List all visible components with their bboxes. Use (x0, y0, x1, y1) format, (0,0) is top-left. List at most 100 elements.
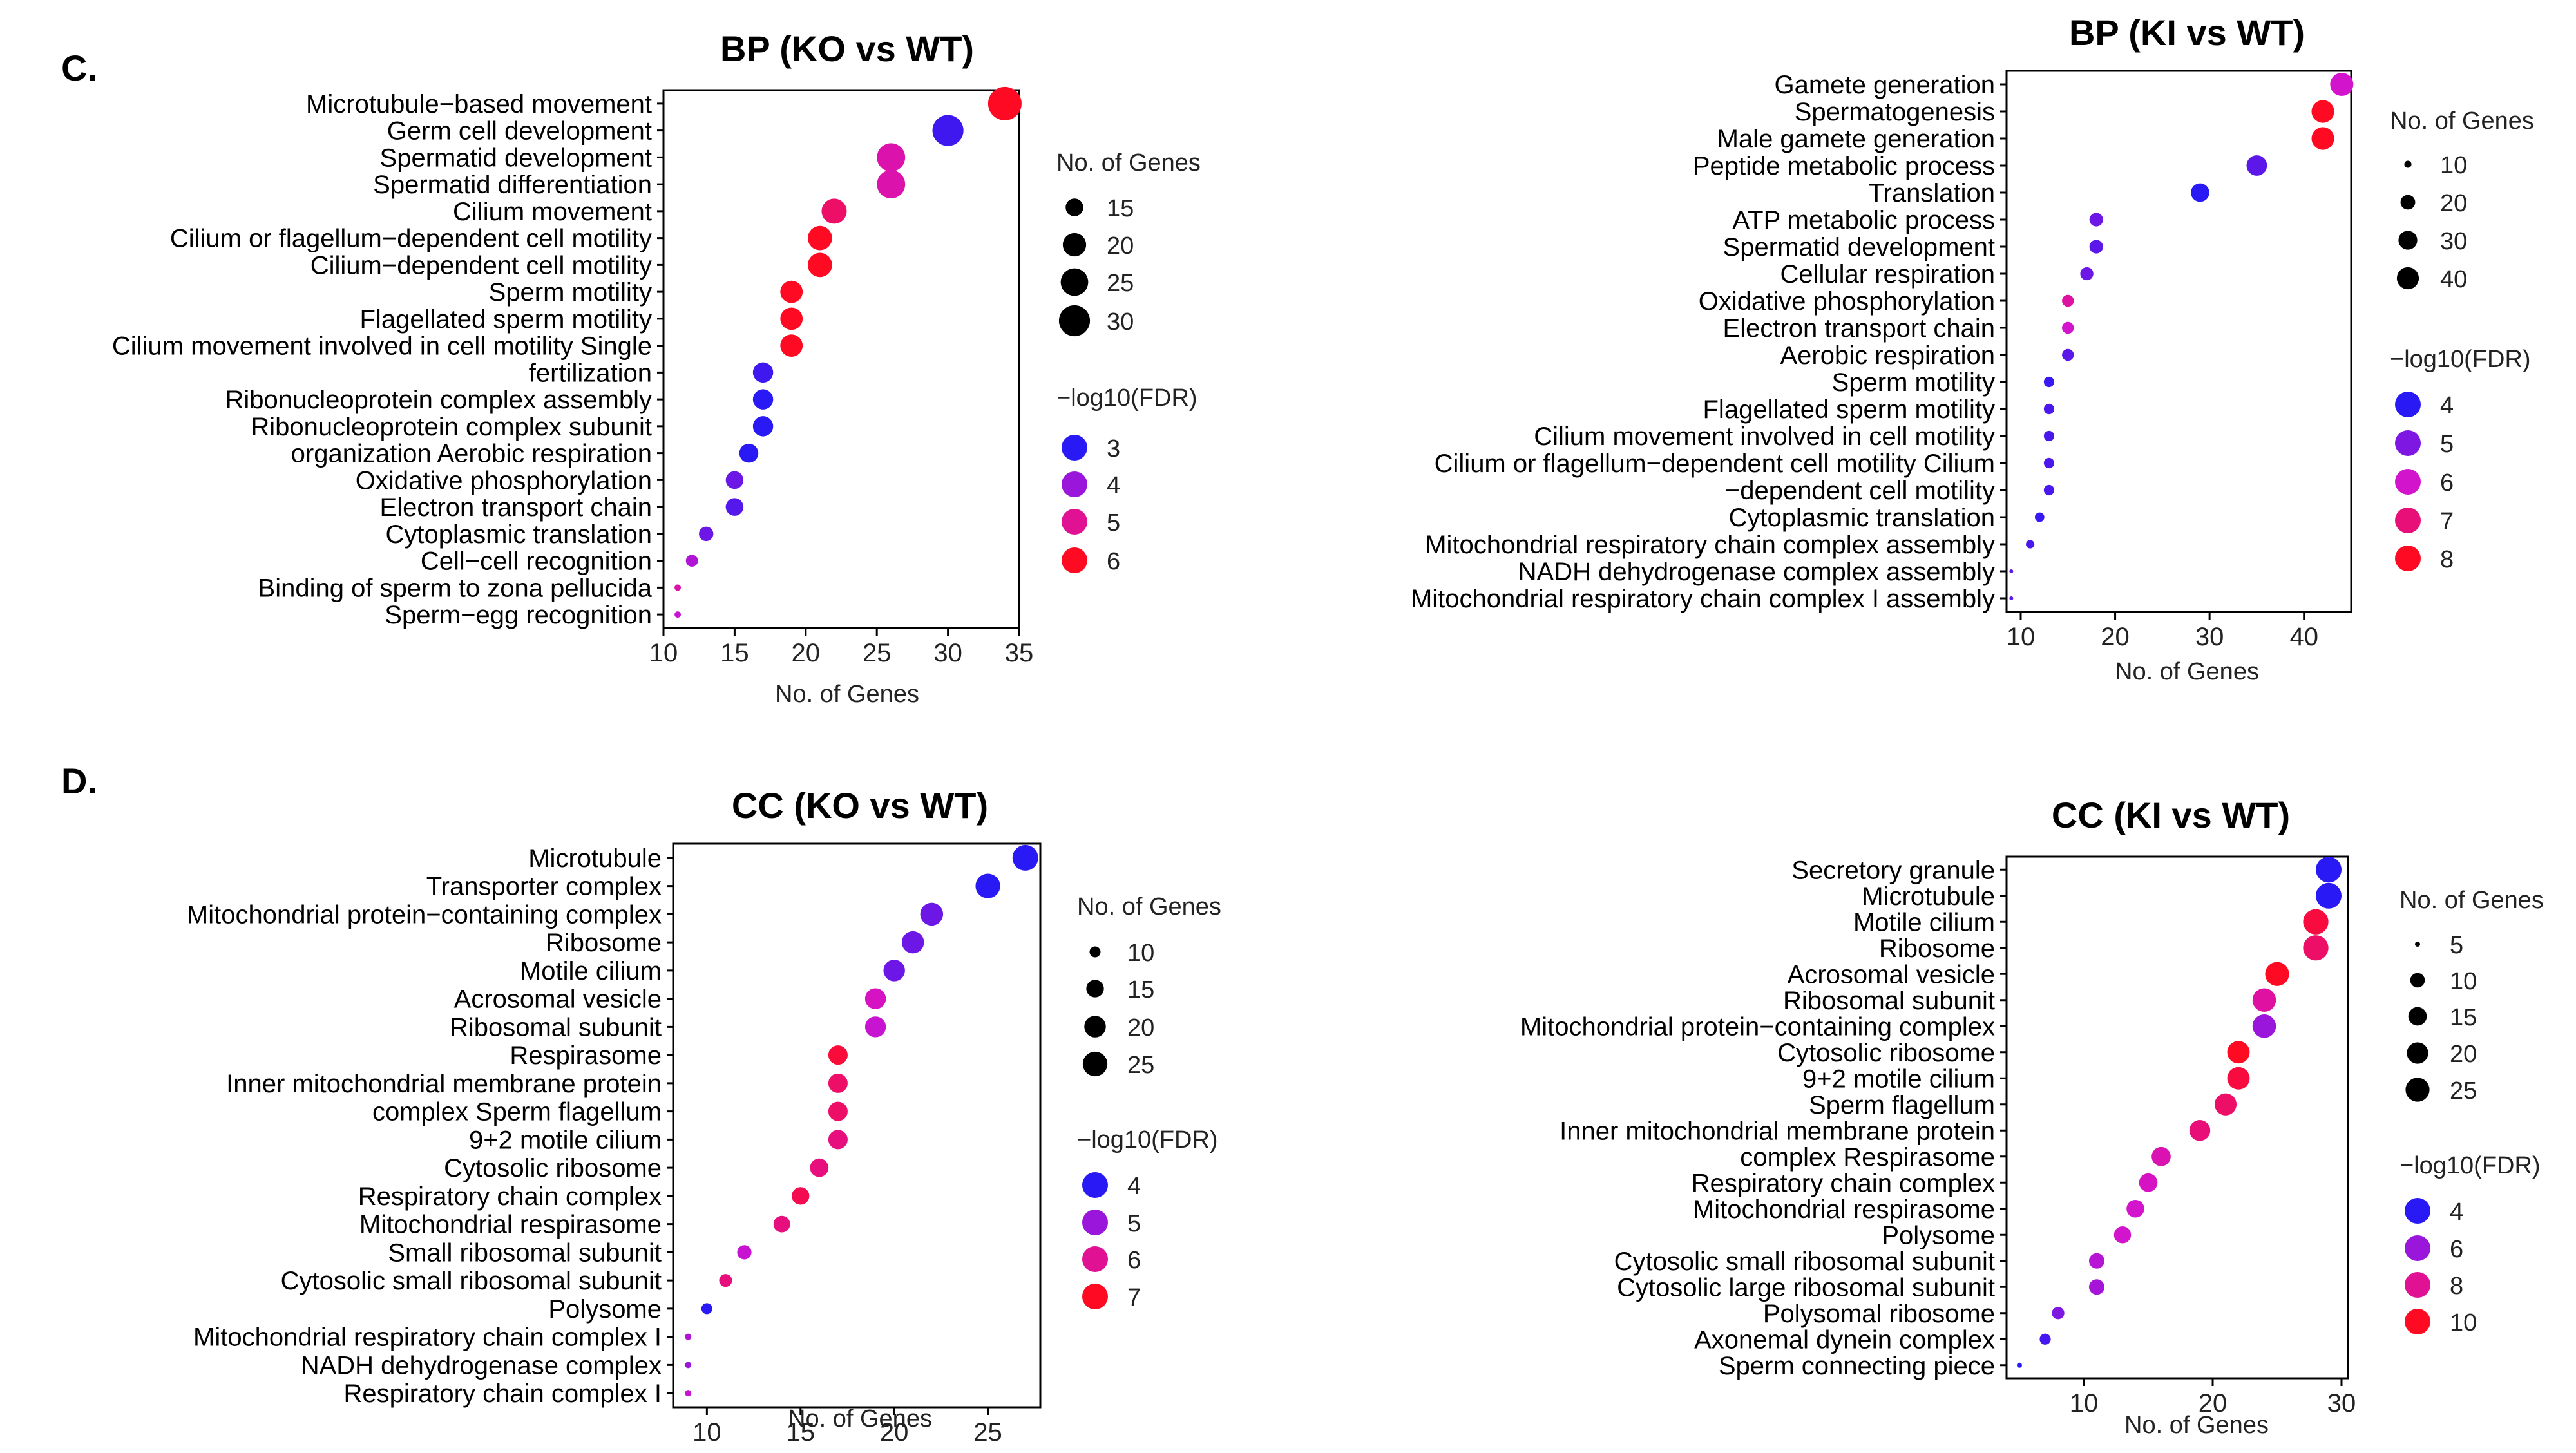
chart-cc-ko: CC (KO vs WT) 10 15 20 25 No. of Genes Microtu… (187, 785, 1221, 1447)
term-label: 9+2 motile cilium (1802, 1065, 1995, 1093)
data-point (932, 115, 964, 146)
color-legend-dot (1082, 1172, 1108, 1198)
size-legend-title: No. of Genes (1056, 149, 1201, 176)
data-point (821, 198, 847, 224)
data-point (739, 443, 759, 463)
size-legend-dot (2415, 942, 2420, 947)
color-legend-label: 4 (1107, 472, 1120, 499)
size-legend-dot (1086, 980, 1104, 998)
color-legend-dot (1082, 1246, 1108, 1272)
term-label: Cytoplasmic translation (1729, 504, 1996, 532)
term-label: fertilization (529, 359, 652, 387)
size-legend-label: 15 (1127, 976, 1154, 1003)
term-label: Spermatid development (1723, 233, 1995, 261)
chart-title: CC (KO vs WT) (732, 785, 988, 826)
color-legend-label: 5 (1127, 1210, 1141, 1237)
data-point (810, 1158, 829, 1177)
x-axis-label: No. of Genes (2124, 1412, 2269, 1439)
x-tick-label: 15 (720, 639, 749, 667)
term-label: Sperm motility (1832, 368, 1995, 397)
x-tick-label: 25 (973, 1418, 1002, 1447)
size-legend-dot (1082, 1051, 1108, 1077)
size-legend-label: 10 (2440, 152, 2467, 179)
data-point (2017, 1362, 2022, 1368)
data-point (752, 416, 774, 437)
term-label: Microtubule (528, 844, 662, 873)
term-label: Cilium or flagellum−dependent cell motil… (1435, 450, 1995, 478)
term-label: Transporter complex (426, 873, 662, 901)
term-label: ATP metabolic process (1732, 206, 1995, 234)
data-point (2039, 1333, 2051, 1345)
data-point (2009, 596, 2014, 600)
data-point (808, 225, 832, 251)
term-label: complex Respirasome (1740, 1143, 1995, 1172)
color-legend-label: 10 (2450, 1309, 2477, 1336)
term-label: Inner mitochondrial membrane protein (226, 1070, 662, 1098)
color-legend-title: −log10(FDR) (2399, 1152, 2541, 1179)
x-axis-label: No. of Genes (775, 681, 919, 708)
data-point (2227, 1067, 2250, 1090)
size-legend-dot (1060, 268, 1089, 296)
color-legend-dot (1082, 1284, 1108, 1309)
x-tick-label: 25 (863, 639, 892, 667)
term-label: Mitochondrial respiratory chain complex … (1425, 531, 1995, 559)
x-tick-label: 10 (2070, 1389, 2099, 1418)
term-label: Respirasome (510, 1041, 662, 1070)
data-point (2191, 183, 2209, 202)
term-label: Ribonucleoprotein complex assembly (225, 386, 652, 414)
data-point (2252, 1014, 2276, 1038)
x-tick-label: 30 (2195, 623, 2224, 651)
color-legend-label: 8 (2440, 546, 2454, 573)
term-label: Cytosolic small ribosomal subunit (281, 1267, 662, 1295)
term-label: Cellular respiration (1780, 260, 1995, 289)
term-label: Oxidative phosphorylation (356, 466, 652, 495)
size-legend-dot (2410, 973, 2425, 988)
chart-title: CC (KI vs WT) (2052, 795, 2290, 835)
plot-frame (2005, 70, 2352, 613)
data-point (2151, 1146, 2171, 1166)
data-point (719, 1274, 732, 1287)
term-label: NADH dehydrogenase complex (301, 1351, 662, 1380)
term-label: Mitochondrial respirasome (1693, 1195, 1995, 1224)
term-label: Cilium movement involved in cell motilit… (1534, 423, 1995, 451)
size-legend-label: 25 (1107, 270, 1134, 297)
chart-cc-ki: CC (KI vs WT) 10 20 30 No. of Genes Secretory… (1520, 795, 2544, 1439)
term-label: Flagellated sperm motility (1703, 395, 1996, 424)
color-legend-title: −log10(FDR) (2390, 346, 2531, 373)
data-point (2062, 321, 2074, 334)
x-tick-label: 20 (2199, 1389, 2228, 1418)
data-point (920, 902, 944, 926)
color-legend-label: 6 (1107, 548, 1120, 575)
color-legend-dot (2395, 508, 2421, 533)
data-point (701, 1303, 712, 1315)
color-legend-dot (2405, 1235, 2430, 1261)
term-label: Flagellated sperm motility (360, 305, 653, 334)
data-point (2043, 430, 2055, 442)
size-legend-label: 15 (2450, 1004, 2477, 1031)
size-legend-dot (1089, 946, 1101, 958)
term-label: Respiratory chain complex (1692, 1169, 1995, 1197)
data-point (975, 873, 1000, 898)
x-tick-label: 20 (880, 1418, 909, 1447)
term-label: Ribosomal subunit (450, 1013, 662, 1041)
data-point (2316, 857, 2342, 883)
panel-label-d: D. (61, 761, 97, 801)
x-tick-label: 35 (1005, 639, 1034, 667)
chart-title: BP (KO vs WT) (720, 28, 974, 69)
color-legend-dot (1082, 1210, 1108, 1235)
color-legend-label: 5 (2440, 431, 2454, 458)
data-point (2265, 962, 2289, 986)
term-label: Cilium movement involved in cell motilit… (112, 332, 652, 361)
term-label: Cytosolic large ribosomal subunit (1617, 1273, 1995, 1302)
x-axis-label: No. of Genes (2115, 658, 2259, 685)
data-point (2043, 403, 2055, 415)
color-legend-dot (1062, 547, 1087, 573)
size-legend-label: 30 (2440, 228, 2467, 255)
size-legend-label: 20 (1127, 1014, 1154, 1041)
term-label: Translation (1869, 179, 1995, 207)
x-tick-label: 10 (2007, 623, 2036, 651)
color-legend-dot (2395, 546, 2421, 571)
size-legend-label: 15 (1107, 195, 1134, 222)
data-point (780, 334, 803, 357)
